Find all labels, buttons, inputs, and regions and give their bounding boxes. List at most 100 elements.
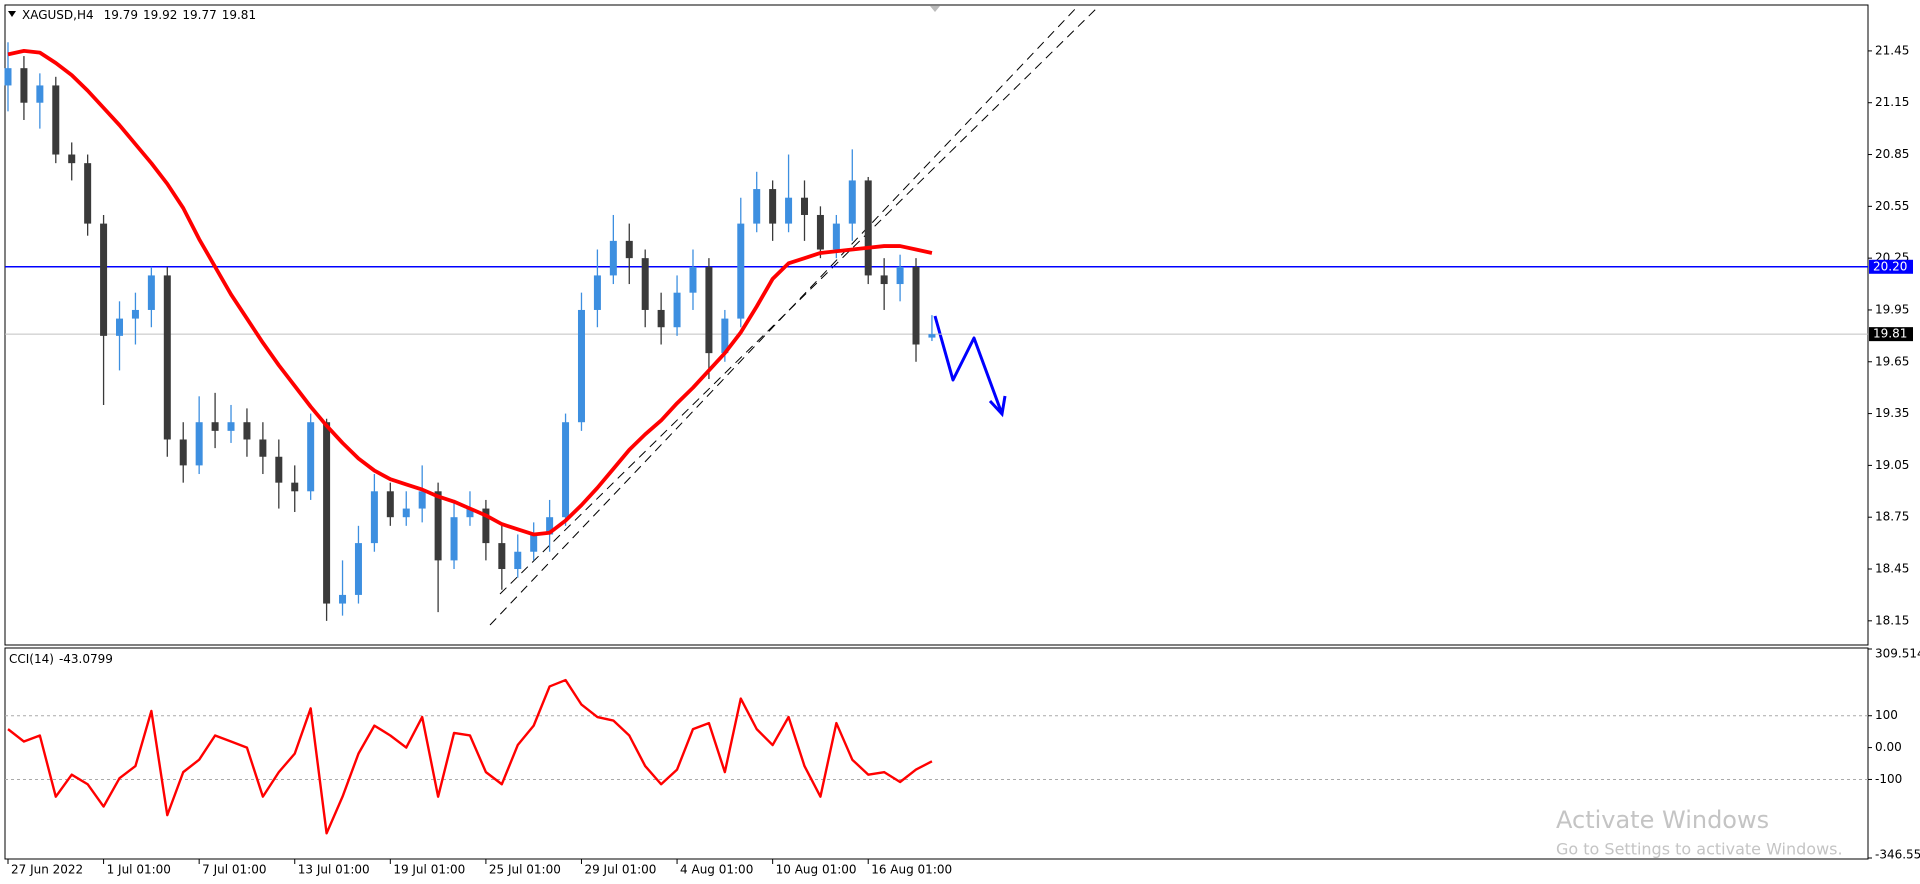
candle-body <box>116 318 124 336</box>
candle-body <box>625 240 633 259</box>
drawn-arrow <box>933 315 1004 415</box>
candle-body <box>36 85 44 103</box>
candle-body <box>705 266 713 354</box>
x-tick-label: 29 Jul 01:00 <box>584 863 656 877</box>
candle-body <box>721 318 729 354</box>
header-high: 19.92 <box>143 8 177 22</box>
candle-body <box>832 223 840 250</box>
candle-body <box>593 275 601 310</box>
level-label-box <box>1869 259 1913 274</box>
y-tick-label: 19.65 <box>1875 354 1909 368</box>
chart-title: XAGUSD,H4 <box>22 8 94 22</box>
level-label: 20.20 <box>1873 259 1907 273</box>
candle-body <box>52 85 60 155</box>
candle-body <box>864 180 872 276</box>
last-price-box <box>1869 327 1913 342</box>
x-tick-label: 4 Aug 01:00 <box>680 863 753 877</box>
x-tick-label: 13 Jul 01:00 <box>298 863 370 877</box>
y-tick-label: 18.45 <box>1875 562 1909 576</box>
candle-body <box>370 491 378 544</box>
candle-body <box>100 223 108 336</box>
candle-body <box>498 543 506 570</box>
candle-body <box>243 422 251 440</box>
watermark-title: Activate Windows <box>1556 806 1769 834</box>
candle-body <box>896 266 904 285</box>
candle-body <box>609 240 617 276</box>
candle-body <box>147 275 155 310</box>
x-tick-label: 19 Jul 01:00 <box>393 863 465 877</box>
candle-body <box>514 551 522 570</box>
cci-header: CCI(14) -43.0799 <box>9 652 113 666</box>
x-tick-label: 27 Jun 2022 <box>11 863 83 877</box>
y-tick-label: 19.05 <box>1875 458 1909 472</box>
y-tick-label: 20.55 <box>1875 199 1909 213</box>
candle-body <box>259 439 267 457</box>
candle-body <box>753 189 761 224</box>
candle-body <box>482 508 490 544</box>
candle-body <box>562 422 570 518</box>
header-close: 19.81 <box>222 8 256 22</box>
candle-body <box>434 491 442 561</box>
x-tick-label: 25 Jul 01:00 <box>489 863 561 877</box>
y-tick-label: 19.35 <box>1875 406 1909 420</box>
candle-body <box>673 292 681 328</box>
y-tick-label: 19.95 <box>1875 302 1909 316</box>
candle-body <box>307 422 315 492</box>
candle-body <box>386 491 394 518</box>
cci-pane <box>4 647 1869 860</box>
candle-body <box>291 482 299 492</box>
candle-body <box>275 456 283 483</box>
candle-body <box>195 422 203 466</box>
candle-body <box>227 422 235 431</box>
candle-body <box>657 309 665 328</box>
candle-body <box>450 517 458 561</box>
candle-body <box>577 309 585 423</box>
cci-value: -43.0799 <box>59 652 113 666</box>
cci-title: CCI(14) <box>9 652 54 666</box>
y-tick-label: 0.00 <box>1875 740 1902 754</box>
x-tick-label: 10 Aug 01:00 <box>776 863 857 877</box>
candle-body <box>801 197 808 215</box>
candle-body <box>641 258 649 310</box>
y-tick-label: 21.45 <box>1875 43 1909 57</box>
candle-body <box>928 334 936 338</box>
candle-body <box>418 491 426 509</box>
main-pane <box>4 4 1869 646</box>
last-price-label: 19.81 <box>1873 327 1907 341</box>
candle-body <box>179 439 187 466</box>
candle-body <box>163 275 171 440</box>
candle-body <box>785 197 793 224</box>
menu-triangle <box>8 11 16 17</box>
moving-average <box>7 49 933 537</box>
x-tick-label: 7 Jul 01:00 <box>202 863 266 877</box>
candle-body <box>402 508 410 518</box>
chart-header: XAGUSD,H4 19.79 19.92 19.77 19.81 <box>22 8 256 22</box>
candle-body <box>769 189 777 224</box>
candle-body <box>131 309 139 319</box>
candle-body <box>689 266 697 293</box>
candle-body <box>68 154 76 164</box>
candle-body <box>737 223 745 319</box>
candle-body <box>848 180 856 224</box>
candle-body <box>880 275 888 285</box>
y-tick-label: 100 <box>1875 708 1898 722</box>
drawn-arrowhead <box>988 395 1007 418</box>
candle-body <box>211 422 219 431</box>
watermark-subtitle: Go to Settings to activate Windows. <box>1556 840 1843 859</box>
shift-marker <box>930 6 940 12</box>
cci-line <box>7 678 933 835</box>
candle-body <box>4 68 12 86</box>
y-tick-label: -346.559 <box>1875 848 1920 862</box>
y-tick-label: 18.15 <box>1875 613 1909 627</box>
candle-body <box>816 214 824 250</box>
candle-body <box>466 508 474 518</box>
header-open: 19.79 <box>104 8 138 22</box>
x-tick-label: 16 Aug 01:00 <box>871 863 952 877</box>
candle-body <box>20 68 28 103</box>
candle-body <box>354 543 362 595</box>
candle-body <box>912 266 920 345</box>
header-low: 19.77 <box>182 8 216 22</box>
trend-line <box>499 5 1100 595</box>
